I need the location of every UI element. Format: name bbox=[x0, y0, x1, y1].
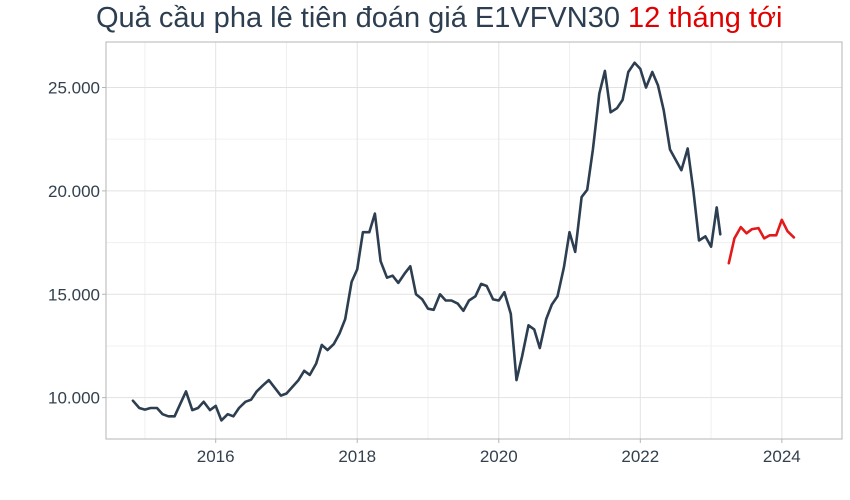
x-tick-label: 2018 bbox=[338, 447, 376, 466]
chart-title-highlight: 12 tháng tới bbox=[628, 2, 783, 34]
y-tick-label: 25.000 bbox=[48, 78, 100, 97]
y-tick-label: 15.000 bbox=[48, 285, 100, 304]
chart-title: Quả cầu pha lê tiên đoán giá E1VFVN30 12… bbox=[0, 0, 850, 40]
plot-frame bbox=[105, 41, 843, 440]
y-axis: 10.000 15.000 20.000 25.000 bbox=[48, 78, 106, 408]
forecast-line bbox=[727, 218, 796, 265]
x-tick-label: 2022 bbox=[621, 447, 659, 466]
y-tick-label: 10.000 bbox=[48, 389, 100, 408]
chart-title-main: Quả cầu pha lê tiên đoán giá E1VFVN30 bbox=[96, 2, 620, 34]
x-axis: 2016 2018 2020 2022 2024 bbox=[197, 439, 801, 466]
x-tick-label: 2024 bbox=[763, 447, 801, 466]
series-lines bbox=[131, 61, 796, 422]
x-tick-label: 2016 bbox=[197, 447, 235, 466]
x-tick-label: 2020 bbox=[480, 447, 518, 466]
history-line bbox=[131, 61, 722, 422]
y-tick-label: 20.000 bbox=[48, 182, 100, 201]
grid-lines bbox=[106, 42, 842, 439]
